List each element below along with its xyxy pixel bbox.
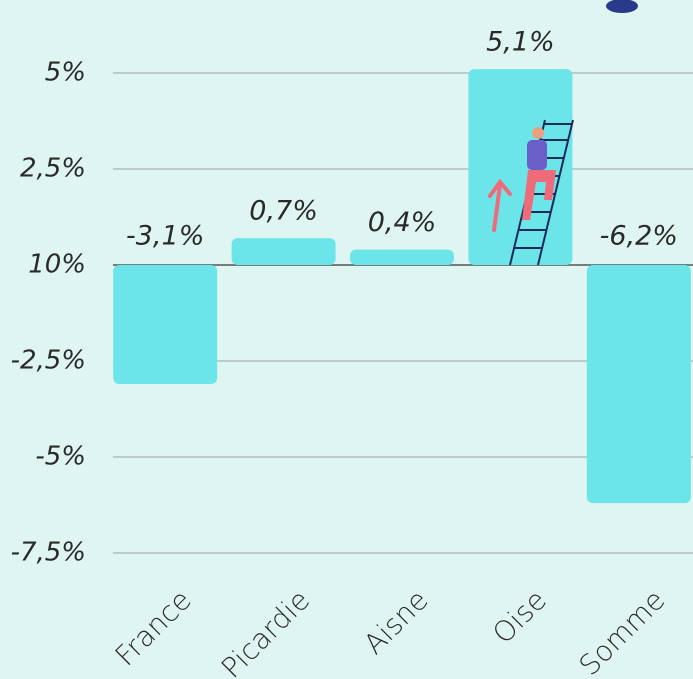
chart: 5% 2,5% 10% -2,5% -5% -7,5% France -3,1% Picardi… bbox=[0, 0, 693, 679]
labels: 5% 2,5% 10% -2,5% -5% -7,5% France -3,1% Picardi… bbox=[11, 27, 678, 679]
value-label: -3,1% bbox=[126, 221, 204, 252]
x-tick-label: Picardie bbox=[215, 583, 316, 679]
x-tick-label: France bbox=[109, 583, 198, 672]
x-tick-label: Somme bbox=[573, 583, 672, 679]
y-tick-label: -2,5% bbox=[11, 346, 86, 376]
bar bbox=[468, 69, 572, 265]
bar bbox=[350, 250, 454, 265]
bar bbox=[587, 265, 691, 503]
bar bbox=[113, 265, 217, 384]
value-label: 0,4% bbox=[368, 207, 437, 238]
x-tick-label: Aisne bbox=[357, 583, 434, 660]
y-tick-label: 2,5% bbox=[20, 154, 86, 184]
value-label: 0,7% bbox=[249, 196, 318, 227]
value-label: 5,1% bbox=[486, 27, 555, 58]
y-tick-label: 5% bbox=[45, 58, 86, 88]
bar bbox=[232, 238, 336, 265]
x-tick-label: Oise bbox=[486, 583, 553, 650]
y-tick-label: -5% bbox=[35, 442, 86, 472]
value-label: -6,2% bbox=[600, 221, 678, 252]
y-tick-label: 10% bbox=[28, 250, 86, 280]
y-tick-label: -7,5% bbox=[11, 538, 86, 568]
bars bbox=[113, 69, 691, 503]
